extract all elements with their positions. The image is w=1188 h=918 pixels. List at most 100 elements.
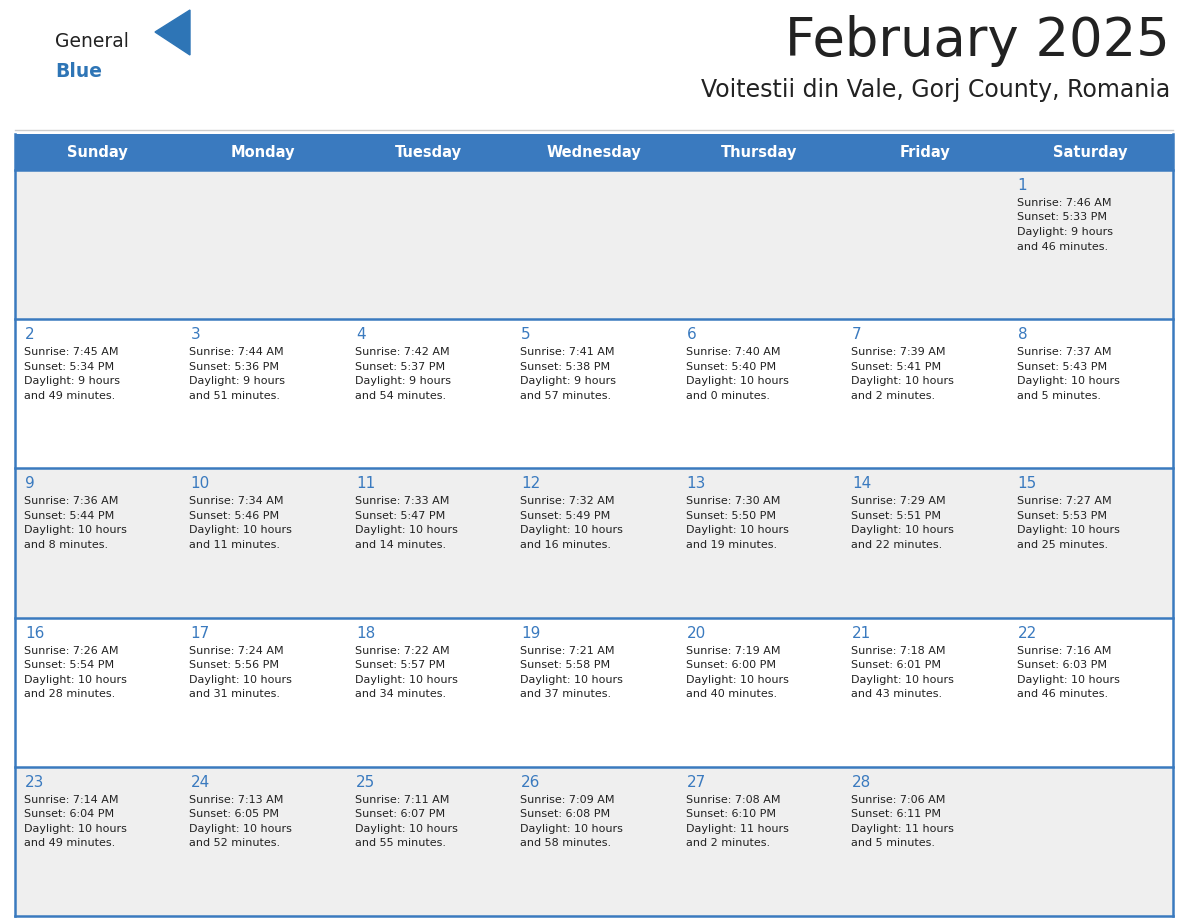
Text: Daylight: 10 hours: Daylight: 10 hours [851,675,954,685]
Text: Daylight: 11 hours: Daylight: 11 hours [685,823,789,834]
Text: Sunset: 6:03 PM: Sunset: 6:03 PM [1017,660,1106,670]
Text: Sunrise: 7:24 AM: Sunrise: 7:24 AM [189,645,284,655]
Text: Sunrise: 7:37 AM: Sunrise: 7:37 AM [1017,347,1111,357]
Text: Sunset: 6:01 PM: Sunset: 6:01 PM [851,660,941,670]
Text: Sunrise: 7:33 AM: Sunrise: 7:33 AM [355,497,449,507]
Text: 13: 13 [687,476,706,491]
Text: Sunset: 5:58 PM: Sunset: 5:58 PM [520,660,611,670]
Text: 11: 11 [356,476,375,491]
Text: Daylight: 9 hours: Daylight: 9 hours [355,376,451,386]
Text: Sunrise: 7:34 AM: Sunrise: 7:34 AM [189,497,284,507]
Text: and 49 minutes.: and 49 minutes. [24,391,115,400]
Text: Sunset: 5:53 PM: Sunset: 5:53 PM [1017,511,1106,521]
Text: Sunset: 6:00 PM: Sunset: 6:00 PM [685,660,776,670]
Text: Wednesday: Wednesday [546,144,642,160]
Text: Sunset: 5:50 PM: Sunset: 5:50 PM [685,511,776,521]
Text: Sunrise: 7:46 AM: Sunrise: 7:46 AM [1017,198,1111,208]
Text: Daylight: 9 hours: Daylight: 9 hours [520,376,617,386]
Text: and 8 minutes.: and 8 minutes. [24,540,108,550]
Text: Sunrise: 7:41 AM: Sunrise: 7:41 AM [520,347,614,357]
Text: Sunset: 5:57 PM: Sunset: 5:57 PM [355,660,446,670]
Text: 9: 9 [25,476,34,491]
Text: Sunrise: 7:06 AM: Sunrise: 7:06 AM [851,795,946,805]
Text: Sunrise: 7:42 AM: Sunrise: 7:42 AM [355,347,449,357]
Text: Sunset: 5:40 PM: Sunset: 5:40 PM [685,362,776,372]
Text: 17: 17 [190,625,209,641]
Text: 20: 20 [687,625,706,641]
Text: Sunset: 5:54 PM: Sunset: 5:54 PM [24,660,114,670]
Text: 16: 16 [25,625,44,641]
Text: Sunset: 6:04 PM: Sunset: 6:04 PM [24,810,114,819]
Text: 8: 8 [1018,327,1028,342]
Text: 23: 23 [25,775,44,789]
Text: 12: 12 [522,476,541,491]
Text: and 0 minutes.: and 0 minutes. [685,391,770,400]
Text: and 19 minutes.: and 19 minutes. [685,540,777,550]
Text: 14: 14 [852,476,871,491]
Text: 2: 2 [25,327,34,342]
Text: 1: 1 [1018,178,1028,193]
Text: Daylight: 10 hours: Daylight: 10 hours [24,675,127,685]
Text: 27: 27 [687,775,706,789]
Text: and 58 minutes.: and 58 minutes. [520,838,612,848]
Text: Sunrise: 7:21 AM: Sunrise: 7:21 AM [520,645,614,655]
Text: Daylight: 10 hours: Daylight: 10 hours [1017,675,1119,685]
Text: Sunset: 5:33 PM: Sunset: 5:33 PM [1017,212,1106,222]
Text: Daylight: 10 hours: Daylight: 10 hours [685,376,789,386]
Text: Daylight: 10 hours: Daylight: 10 hours [355,525,457,535]
Text: Sunset: 6:10 PM: Sunset: 6:10 PM [685,810,776,819]
Text: Sunset: 5:49 PM: Sunset: 5:49 PM [520,511,611,521]
Bar [15,618,1173,767]
Text: Monday: Monday [230,144,296,160]
Text: 4: 4 [356,327,366,342]
Text: Sunrise: 7:39 AM: Sunrise: 7:39 AM [851,347,946,357]
Text: Sunset: 5:47 PM: Sunset: 5:47 PM [355,511,446,521]
Text: Sunset: 5:51 PM: Sunset: 5:51 PM [851,511,941,521]
Text: Sunset: 5:44 PM: Sunset: 5:44 PM [24,511,114,521]
Text: and 51 minutes.: and 51 minutes. [189,391,280,400]
Text: Saturday: Saturday [1053,144,1127,160]
Text: and 57 minutes.: and 57 minutes. [520,391,612,400]
Text: and 31 minutes.: and 31 minutes. [189,689,280,700]
Text: Sunset: 5:38 PM: Sunset: 5:38 PM [520,362,611,372]
Text: 22: 22 [1018,625,1037,641]
Text: Sunrise: 7:36 AM: Sunrise: 7:36 AM [24,497,119,507]
Text: 24: 24 [190,775,209,789]
Text: Daylight: 10 hours: Daylight: 10 hours [520,675,624,685]
Polygon shape [154,10,190,55]
Text: Sunset: 5:41 PM: Sunset: 5:41 PM [851,362,941,372]
Text: Daylight: 10 hours: Daylight: 10 hours [685,675,789,685]
Text: General: General [55,32,128,51]
Text: Daylight: 10 hours: Daylight: 10 hours [851,376,954,386]
Text: Sunset: 5:34 PM: Sunset: 5:34 PM [24,362,114,372]
Text: Daylight: 10 hours: Daylight: 10 hours [355,823,457,834]
Bar [15,134,1173,170]
Text: Sunrise: 7:18 AM: Sunrise: 7:18 AM [851,645,946,655]
Text: Sunrise: 7:14 AM: Sunrise: 7:14 AM [24,795,119,805]
Text: Daylight: 9 hours: Daylight: 9 hours [24,376,120,386]
Text: and 2 minutes.: and 2 minutes. [685,838,770,848]
Text: Daylight: 10 hours: Daylight: 10 hours [520,525,624,535]
Text: Sunrise: 7:40 AM: Sunrise: 7:40 AM [685,347,781,357]
Text: Sunset: 6:08 PM: Sunset: 6:08 PM [520,810,611,819]
Text: Daylight: 10 hours: Daylight: 10 hours [355,675,457,685]
Text: Sunset: 5:36 PM: Sunset: 5:36 PM [189,362,279,372]
Text: Sunday: Sunday [68,144,128,160]
Text: and 49 minutes.: and 49 minutes. [24,838,115,848]
Text: Sunrise: 7:44 AM: Sunrise: 7:44 AM [189,347,284,357]
Text: Sunrise: 7:11 AM: Sunrise: 7:11 AM [355,795,449,805]
Text: Blue: Blue [55,62,102,81]
Text: 15: 15 [1018,476,1037,491]
Text: Daylight: 10 hours: Daylight: 10 hours [189,525,292,535]
Text: Friday: Friday [899,144,950,160]
Text: Sunrise: 7:30 AM: Sunrise: 7:30 AM [685,497,781,507]
Text: Sunset: 6:05 PM: Sunset: 6:05 PM [189,810,279,819]
Text: Daylight: 10 hours: Daylight: 10 hours [685,525,789,535]
Text: and 37 minutes.: and 37 minutes. [520,689,612,700]
Text: 6: 6 [687,327,696,342]
Text: 21: 21 [852,625,871,641]
Text: Daylight: 9 hours: Daylight: 9 hours [1017,227,1113,237]
Text: Sunset: 6:11 PM: Sunset: 6:11 PM [851,810,941,819]
Text: 7: 7 [852,327,861,342]
Text: and 5 minutes.: and 5 minutes. [1017,391,1100,400]
